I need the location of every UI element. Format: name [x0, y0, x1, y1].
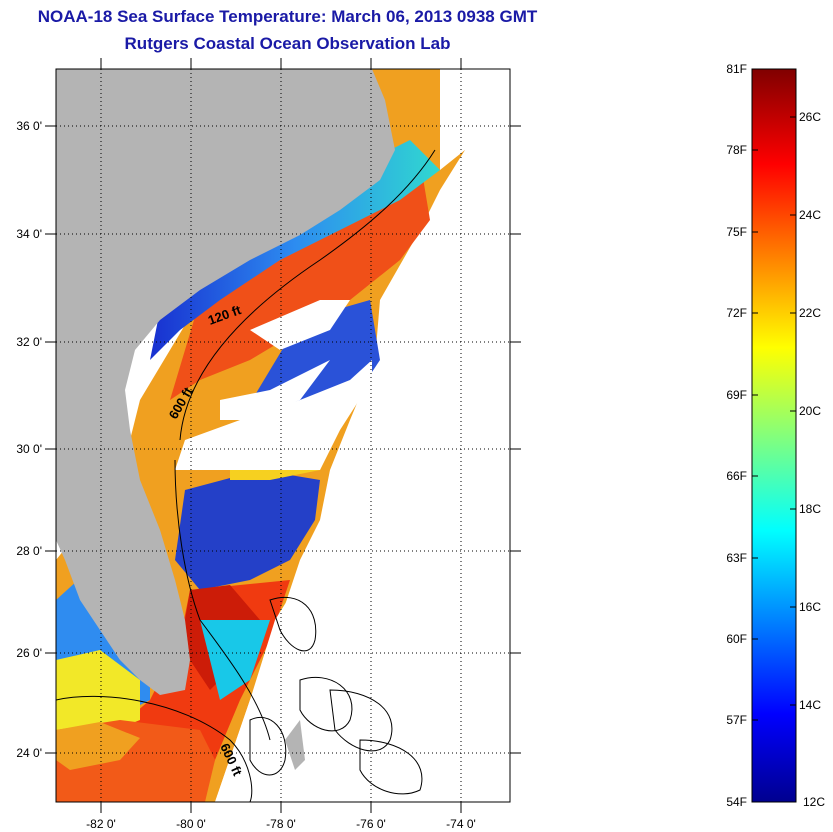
cbar-c-16: 16C: [799, 600, 821, 614]
cbar-c-14: 14C: [799, 698, 821, 712]
cbar-f-78: 78F: [726, 143, 747, 157]
cbar-c-12: 12C: [803, 795, 825, 809]
lon-label-74: -74 0': [446, 817, 476, 831]
lat-label-32: 32 0': [16, 335, 42, 349]
isobath-lines: [56, 149, 436, 802]
cbar-f-75: 75F: [726, 225, 747, 239]
cbar-c-20: 20C: [799, 404, 821, 418]
map-subtitle: Rutgers Coastal Ocean Observation Lab: [124, 34, 451, 53]
cbar-f-60: 60F: [726, 632, 747, 646]
lon-label-82: -82 0': [86, 817, 116, 831]
colorbar: [751, 68, 797, 803]
lon-label-76: -76 0': [356, 817, 386, 831]
cbar-c-24: 24C: [799, 208, 821, 222]
cbar-c-18: 18C: [799, 502, 821, 516]
lat-label-30: 30 0': [16, 442, 42, 456]
cbar-f-63: 63F: [726, 551, 747, 565]
map-title: NOAA-18 Sea Surface Temperature: March 0…: [37, 7, 538, 26]
lon-label-80: -80 0': [176, 817, 206, 831]
cbar-c-26: 26C: [799, 110, 821, 124]
longitude-axis: [100, 58, 462, 813]
colorbar-ticks: [752, 116, 796, 721]
lat-label-36: 36 0': [16, 119, 42, 133]
lat-label-28: 28 0': [16, 544, 42, 558]
keys-island: [285, 720, 305, 770]
cbar-f-72: 72F: [726, 306, 747, 320]
cbar-f-66: 66F: [726, 469, 747, 483]
cbar-f-57: 57F: [726, 713, 747, 727]
lat-label-34: 34 0': [16, 227, 42, 241]
cbar-c-22: 22C: [799, 306, 821, 320]
lon-label-78: -78 0': [266, 817, 296, 831]
cbar-f-81: 81F: [726, 62, 747, 76]
map-border: [55, 68, 511, 803]
cloud-gaps: [175, 69, 465, 802]
land-mass: [56, 69, 395, 695]
latitude-axis: [45, 125, 521, 754]
lat-label-24: 24 0': [16, 746, 42, 760]
cbar-f-69: 69F: [726, 388, 747, 402]
cbar-f-54: 54F: [726, 795, 747, 809]
bahamas-contours: [249, 596, 423, 795]
lat-label-26: 26 0': [16, 646, 42, 660]
